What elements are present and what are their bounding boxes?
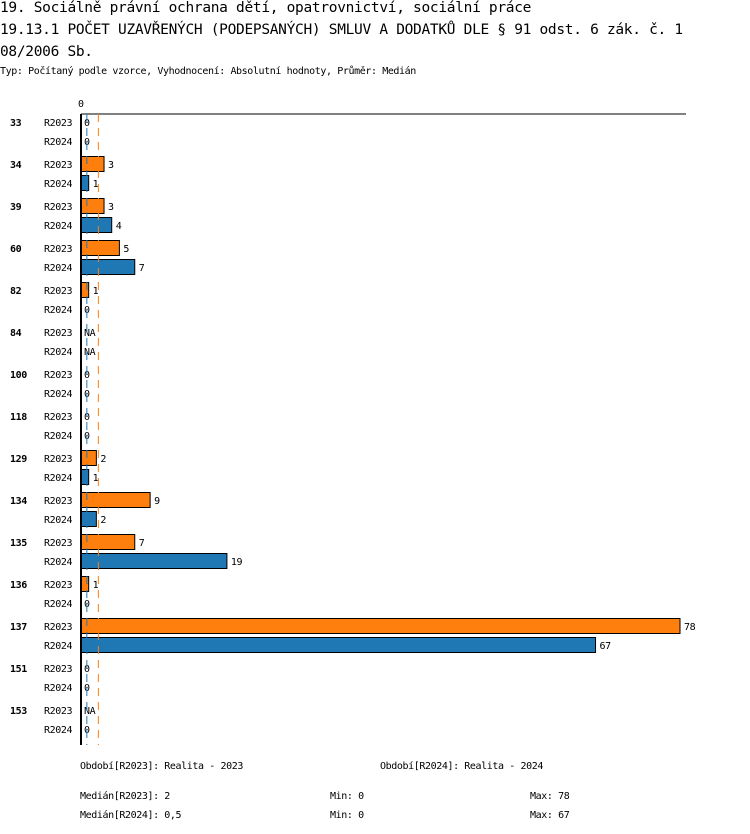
data-label: 1 bbox=[93, 473, 99, 484]
series-label: R2024 bbox=[44, 725, 72, 736]
category-label: 33 bbox=[10, 118, 22, 129]
data-label: 3 bbox=[108, 202, 114, 213]
series-label: R2023 bbox=[44, 454, 72, 465]
data-label: 2 bbox=[100, 454, 106, 465]
bar-r2023 bbox=[80, 618, 681, 634]
data-label: 0 bbox=[84, 118, 90, 129]
bar-r2024 bbox=[80, 259, 136, 275]
category-label: 134 bbox=[10, 496, 27, 507]
category-label: 60 bbox=[10, 244, 22, 255]
series-label: R2024 bbox=[44, 389, 72, 400]
bar-r2023 bbox=[80, 450, 97, 466]
max-2024: Max: 67 bbox=[530, 810, 570, 821]
series-label: R2023 bbox=[44, 706, 72, 717]
category-label: 84 bbox=[10, 328, 22, 339]
series-label: R2024 bbox=[44, 305, 72, 316]
data-label: 9 bbox=[154, 496, 160, 507]
bar-r2023 bbox=[80, 156, 105, 172]
data-label: 4 bbox=[116, 221, 122, 232]
min-2024: Min: 0 bbox=[330, 810, 364, 821]
category-label: 151 bbox=[10, 664, 27, 675]
data-label: NA bbox=[84, 706, 96, 717]
data-label: 67 bbox=[600, 641, 612, 652]
median-2023: Medián[R2023]: 2 bbox=[80, 791, 170, 802]
series-label: R2023 bbox=[44, 580, 72, 591]
data-label: NA bbox=[84, 328, 96, 339]
series-label: R2024 bbox=[44, 137, 72, 148]
data-label: NA bbox=[84, 347, 96, 358]
category-label: 137 bbox=[10, 622, 27, 633]
series-label: R2023 bbox=[44, 286, 72, 297]
data-label: 5 bbox=[123, 244, 129, 255]
series-label: R2023 bbox=[44, 412, 72, 423]
data-label: 1 bbox=[93, 286, 99, 297]
category-label: 34 bbox=[10, 160, 22, 171]
series-label: R2024 bbox=[44, 179, 72, 190]
series-label: R2024 bbox=[44, 473, 72, 484]
data-label: 0 bbox=[84, 412, 90, 423]
category-label: 82 bbox=[10, 286, 22, 297]
legend-period-2023: Období[R2023]: Realita - 2023 bbox=[80, 761, 243, 772]
series-label: R2024 bbox=[44, 599, 72, 610]
series-label: R2023 bbox=[44, 244, 72, 255]
data-label: 7 bbox=[139, 538, 145, 549]
bar-r2023 bbox=[80, 492, 151, 508]
bar-r2023 bbox=[80, 534, 136, 550]
data-label: 2 bbox=[100, 515, 106, 526]
data-label: 78 bbox=[684, 622, 696, 633]
data-label: 19 bbox=[231, 557, 243, 568]
data-label: 0 bbox=[84, 664, 90, 675]
series-label: R2024 bbox=[44, 515, 72, 526]
bar-r2024 bbox=[80, 217, 113, 233]
series-label: R2024 bbox=[44, 431, 72, 442]
series-label: R2024 bbox=[44, 221, 72, 232]
bar-r2024 bbox=[80, 511, 97, 527]
series-label: R2023 bbox=[44, 202, 72, 213]
bar-r2024 bbox=[80, 175, 90, 191]
legend-period-2024: Období[R2024]: Realita - 2024 bbox=[380, 761, 543, 772]
data-label: 0 bbox=[84, 370, 90, 381]
chart-subtitle: Typ: Počítaný podle vzorce, Vyhodnocení:… bbox=[0, 66, 416, 77]
series-label: R2023 bbox=[44, 118, 72, 129]
series-label: R2023 bbox=[44, 622, 72, 633]
bar-r2024 bbox=[80, 553, 228, 569]
category-label: 153 bbox=[10, 706, 27, 717]
series-label: R2023 bbox=[44, 664, 72, 675]
median-2024: Medián[R2024]: 0,5 bbox=[80, 810, 182, 821]
series-label: R2023 bbox=[44, 160, 72, 171]
bar-r2023 bbox=[80, 282, 90, 298]
category-label: 129 bbox=[10, 454, 27, 465]
max-2023: Max: 78 bbox=[530, 791, 570, 802]
category-label: 136 bbox=[10, 580, 27, 591]
series-label: R2024 bbox=[44, 263, 72, 274]
bar-r2023 bbox=[80, 198, 105, 214]
series-label: R2023 bbox=[44, 370, 72, 381]
section-title: 19. Sociálně právní ochrana dětí, opatro… bbox=[0, 0, 532, 16]
bar-r2024 bbox=[80, 637, 597, 653]
category-label: 39 bbox=[10, 202, 22, 213]
data-label: 3 bbox=[108, 160, 114, 171]
chart-title-continued: 08/2006 Sb. bbox=[0, 44, 93, 60]
category-label: 100 bbox=[10, 370, 27, 381]
series-label: R2023 bbox=[44, 328, 72, 339]
category-label: 135 bbox=[10, 538, 27, 549]
chart-title: 19.13.1 POČET UZAVŘENÝCH (PODEPSANÝCH) S… bbox=[0, 22, 683, 38]
series-label: R2024 bbox=[44, 641, 72, 652]
bar-r2024 bbox=[80, 469, 90, 485]
min-2023: Min: 0 bbox=[330, 791, 364, 802]
bar-r2023 bbox=[80, 576, 90, 592]
series-label: R2024 bbox=[44, 557, 72, 568]
data-label: 7 bbox=[139, 263, 145, 274]
series-label: R2024 bbox=[44, 347, 72, 358]
axis-zero-label: 0 bbox=[78, 99, 84, 110]
data-label: 1 bbox=[93, 580, 99, 591]
category-label: 118 bbox=[10, 412, 27, 423]
bar-chart: 0 33 R2023 0 R2024 0 34 R2023 3 R2024 1 39 R2023 3 R20… bbox=[10, 99, 696, 745]
series-label: R2024 bbox=[44, 683, 72, 694]
data-label: 1 bbox=[93, 179, 99, 190]
series-label: R2023 bbox=[44, 538, 72, 549]
series-label: R2023 bbox=[44, 496, 72, 507]
